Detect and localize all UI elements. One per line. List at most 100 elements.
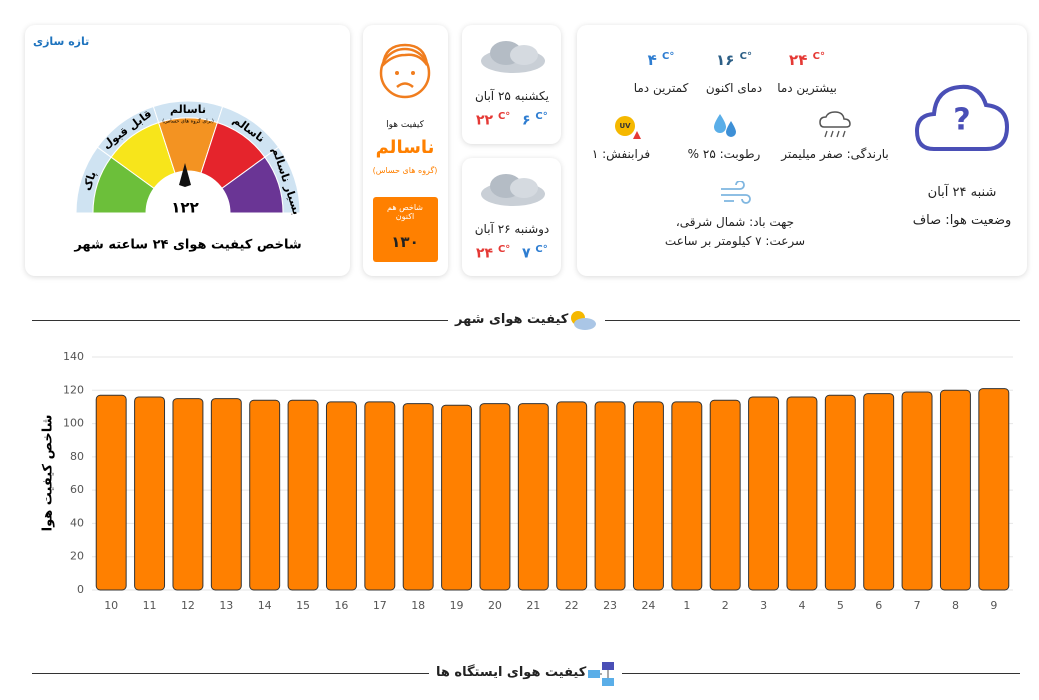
temp-unit: C° xyxy=(662,51,675,62)
x-tick-label: 24 xyxy=(641,599,655,612)
section-icon xyxy=(571,311,596,330)
x-tick-label: 14 xyxy=(258,599,272,612)
forecast-card: یکشنبه ۲۵ آبان ۲۲ C° ۶ C° xyxy=(462,25,561,144)
max-temp: ۲۴ C° xyxy=(789,51,825,69)
humidity: رطوبت: ۲۵ % xyxy=(687,147,761,161)
forecast-max: ۲۲ C° xyxy=(476,111,510,129)
wind-speed: سرعت: ۷ کیلومتر بر ساعت xyxy=(664,234,806,248)
now-temp: ۱۶ C° xyxy=(716,51,752,69)
x-tick-label: 23 xyxy=(603,599,617,612)
section-rule xyxy=(32,673,429,674)
condition: وضعیت هوا: صاف xyxy=(912,213,1012,228)
section-rule xyxy=(32,320,448,321)
bar xyxy=(95,394,127,591)
bar xyxy=(632,401,664,591)
x-tick-label: 11 xyxy=(143,599,157,612)
max-label: بیشترین دما xyxy=(777,81,837,95)
bar xyxy=(479,403,511,591)
y-tick-label: 100 xyxy=(63,417,84,430)
temp-value: ۶ xyxy=(522,112,531,129)
temp-unit: C° xyxy=(497,244,511,255)
bar xyxy=(441,404,473,591)
aqi-index-label: شاخص هم اکنون xyxy=(387,203,423,221)
y-tick-label: 60 xyxy=(70,483,84,496)
x-tick-label: 18 xyxy=(411,599,425,612)
aqi-box xyxy=(373,197,438,262)
uv: فرابنفش: ۱ xyxy=(591,147,651,161)
section-title: کیفیت هوای شهر xyxy=(455,312,569,327)
x-tick-label: 3 xyxy=(760,599,767,612)
y-tick-label: 80 xyxy=(70,450,84,463)
aqi-index: ۱۳۰ xyxy=(391,233,419,251)
forecast-min: ۷ C° xyxy=(522,244,548,262)
rain: بارندگی: صفر میلیمتر xyxy=(781,147,889,161)
bar xyxy=(594,401,626,591)
bar xyxy=(786,396,818,591)
x-tick-label: 13 xyxy=(219,599,233,612)
bar xyxy=(901,391,933,591)
temp-unit: C° xyxy=(497,111,511,122)
x-tick-label: 17 xyxy=(373,599,387,612)
x-tick-label: 22 xyxy=(565,599,579,612)
temp-value: ۲۲ xyxy=(476,112,494,129)
x-tick-label: 6 xyxy=(875,599,882,612)
y-tick-label: 140 xyxy=(63,350,84,363)
min-label: کمترین دما xyxy=(633,81,689,95)
aqi-status: ناسالم xyxy=(375,137,435,158)
face-icon xyxy=(379,43,431,99)
bar xyxy=(517,403,549,591)
forecast-day: یکشنبه ۲۵ آبان xyxy=(474,89,550,103)
x-tick-label: 16 xyxy=(334,599,348,612)
bar xyxy=(134,396,166,591)
x-tick-label: 9 xyxy=(990,599,997,612)
aqi-card: کیفیت هوا ناسالم (گروه های حساس) شاخص هم… xyxy=(363,25,448,276)
refresh-link[interactable]: تازه سازی xyxy=(33,35,90,48)
x-tick-label: 21 xyxy=(526,599,540,612)
aqi-group: (گروه های حساس) xyxy=(372,166,438,175)
x-tick-label: 1 xyxy=(683,599,690,612)
temp-value: ۴ xyxy=(647,51,657,69)
bar xyxy=(748,396,780,591)
humidity-icon xyxy=(714,114,736,137)
uv-icon: UV xyxy=(615,116,641,139)
y-tick-label: 40 xyxy=(70,516,84,529)
wind-icon xyxy=(721,181,751,204)
rain-icon xyxy=(819,111,851,138)
bar xyxy=(210,398,242,591)
weather-card: ۲۴ C° بیشترین دما ۱۶ C° دمای اکنون ۴ C° … xyxy=(577,25,1027,276)
bar xyxy=(556,401,588,591)
temp-unit: C° xyxy=(739,51,752,62)
forecast-card: دوشنبه ۲۶ آبان ۲۴ C° ۷ C° xyxy=(462,158,561,276)
svg-text:?: ? xyxy=(953,103,970,138)
gauge-needle xyxy=(179,163,191,187)
temp-unit: C° xyxy=(535,244,548,255)
gauge-level-label: پاک xyxy=(80,170,98,193)
bar xyxy=(978,388,1010,591)
x-tick-label: 19 xyxy=(450,599,464,612)
section-icon xyxy=(588,662,614,686)
wind-direction: جهت باد: شمال شرقی، xyxy=(675,215,795,229)
temp-value: ۲۴ xyxy=(789,51,808,69)
x-tick-label: 12 xyxy=(181,599,195,612)
bar xyxy=(671,401,703,591)
bar xyxy=(364,401,396,591)
x-tick-label: 20 xyxy=(488,599,502,612)
x-tick-label: 7 xyxy=(914,599,921,612)
temp-value: ۷ xyxy=(522,245,531,262)
uv-icon-text: UV xyxy=(619,122,631,130)
bar xyxy=(824,394,856,591)
bar xyxy=(939,389,971,591)
y-tick-label: 120 xyxy=(63,383,84,396)
section-title: کیفیت هوای ایستگاه ها xyxy=(436,665,587,680)
min-temp: ۴ C° xyxy=(648,51,675,69)
bar xyxy=(709,399,741,591)
x-tick-label: 2 xyxy=(722,599,729,612)
y-axis-label: شاخص کیفیت هوا xyxy=(41,415,56,532)
bar xyxy=(863,393,895,591)
gauge-title: شاخص کیفیت هوای ۲۴ ساعته شهر xyxy=(73,238,301,253)
bar xyxy=(172,398,204,591)
gauge-segment xyxy=(221,156,284,214)
x-tick-label: 8 xyxy=(952,599,959,612)
gauge: ۱۲۲ شاخص کیفیت هوای ۲۴ ساعته شهر پاکقابل… xyxy=(73,100,303,253)
